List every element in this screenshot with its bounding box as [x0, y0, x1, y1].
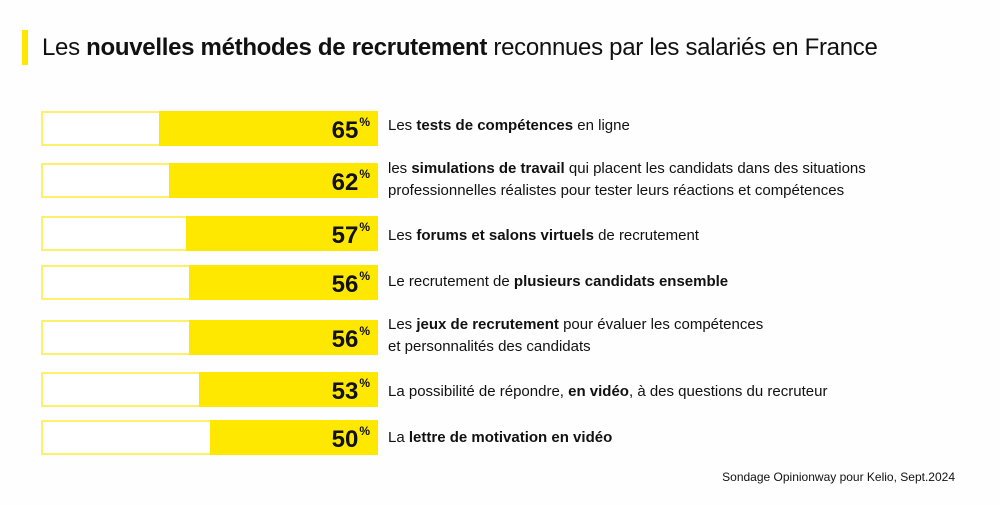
- bar-track: 57%: [41, 216, 378, 251]
- bar-value: 56%: [331, 269, 370, 299]
- label-text: tests de compétences: [416, 117, 574, 134]
- label-text: qui placent les candidats dans des situa…: [564, 160, 866, 177]
- bar-value: 65%: [331, 115, 370, 145]
- label-text: Les: [388, 316, 417, 333]
- percent-sign: %: [359, 220, 370, 234]
- bar-label: La possibilité de répondre, en vidéo, à …: [388, 381, 827, 403]
- value-number: 62: [331, 169, 359, 196]
- bar-fill: [158, 111, 378, 146]
- chart-title: Les nouvelles méthodes de recrutement re…: [42, 34, 878, 62]
- bar-track: 53%: [41, 372, 378, 407]
- bar-label: Le recrutement de plusieurs candidats en…: [388, 271, 728, 293]
- title-part: nouvelles méthodes de recrutement: [86, 34, 488, 61]
- label-text: La: [388, 429, 409, 446]
- label-text: en vidéo: [568, 383, 629, 400]
- label-text: professionnelles réalistes pour tester l…: [388, 182, 845, 199]
- label-text: Les: [388, 117, 417, 134]
- title-accent-bar: [22, 30, 28, 65]
- bar-fill: [189, 320, 378, 355]
- label-text: , à des questions du recruteur: [628, 383, 828, 400]
- value-number: 50: [331, 426, 359, 453]
- bar-fill: [169, 163, 378, 198]
- label-text: Le recrutement de: [388, 273, 514, 290]
- bar-fill: [199, 372, 378, 407]
- label-text: plusieurs candidats ensemble: [513, 273, 729, 290]
- bar-track: 56%: [41, 265, 378, 300]
- percent-sign: %: [359, 376, 370, 390]
- bar-fill: [189, 265, 378, 300]
- percent-sign: %: [359, 269, 370, 283]
- label-text: en ligne: [573, 117, 630, 134]
- label-text: Les: [388, 227, 417, 244]
- value-number: 56: [331, 271, 359, 298]
- bar-track: 62%: [41, 163, 378, 198]
- percent-sign: %: [359, 115, 370, 129]
- label-text: simulations de travail: [411, 160, 565, 177]
- bar-label: Les jeux de recrutement pour évaluer les…: [388, 314, 763, 358]
- bar-value: 50%: [331, 424, 370, 454]
- bar-label: La lettre de motivation en vidéo: [388, 427, 612, 449]
- label-text: lettre de motivation en vidéo: [408, 429, 613, 446]
- title-part: Les: [42, 34, 87, 61]
- bar-track: 50%: [41, 420, 378, 455]
- bar-value: 57%: [331, 220, 370, 250]
- percent-sign: %: [359, 324, 370, 338]
- bar-value: 56%: [331, 324, 370, 354]
- title-part: reconnues par les salariés en France: [487, 34, 878, 61]
- label-text: de recrutement: [593, 227, 699, 244]
- bar-track: 56%: [41, 320, 378, 355]
- percent-sign: %: [359, 167, 370, 181]
- label-text: La possibilité de répondre,: [388, 383, 569, 400]
- bar-label: Les tests de compétences en ligne: [388, 115, 630, 137]
- label-text: forums et salons virtuels: [416, 227, 594, 244]
- bar-label: les simulations de travail qui placent l…: [388, 158, 866, 202]
- label-text: jeux de recrutement: [416, 316, 559, 333]
- label-text: et personnalités des candidats: [388, 338, 591, 355]
- bar-value: 53%: [331, 376, 370, 406]
- percent-sign: %: [359, 424, 370, 438]
- bar-label: Les forums et salons virtuels de recrute…: [388, 225, 699, 247]
- bar-fill: [185, 216, 378, 251]
- source-note: Sondage Opinionway pour Kelio, Sept.2024: [722, 470, 955, 484]
- value-number: 65: [331, 117, 359, 144]
- label-text: pour évaluer les compétences: [558, 316, 764, 333]
- value-number: 57: [331, 222, 359, 249]
- bar-track: 65%: [41, 111, 378, 146]
- bar-value: 62%: [331, 167, 370, 197]
- label-text: les: [388, 160, 412, 177]
- bar-fill: [209, 420, 378, 455]
- value-number: 56: [331, 326, 359, 353]
- value-number: 53: [331, 378, 359, 405]
